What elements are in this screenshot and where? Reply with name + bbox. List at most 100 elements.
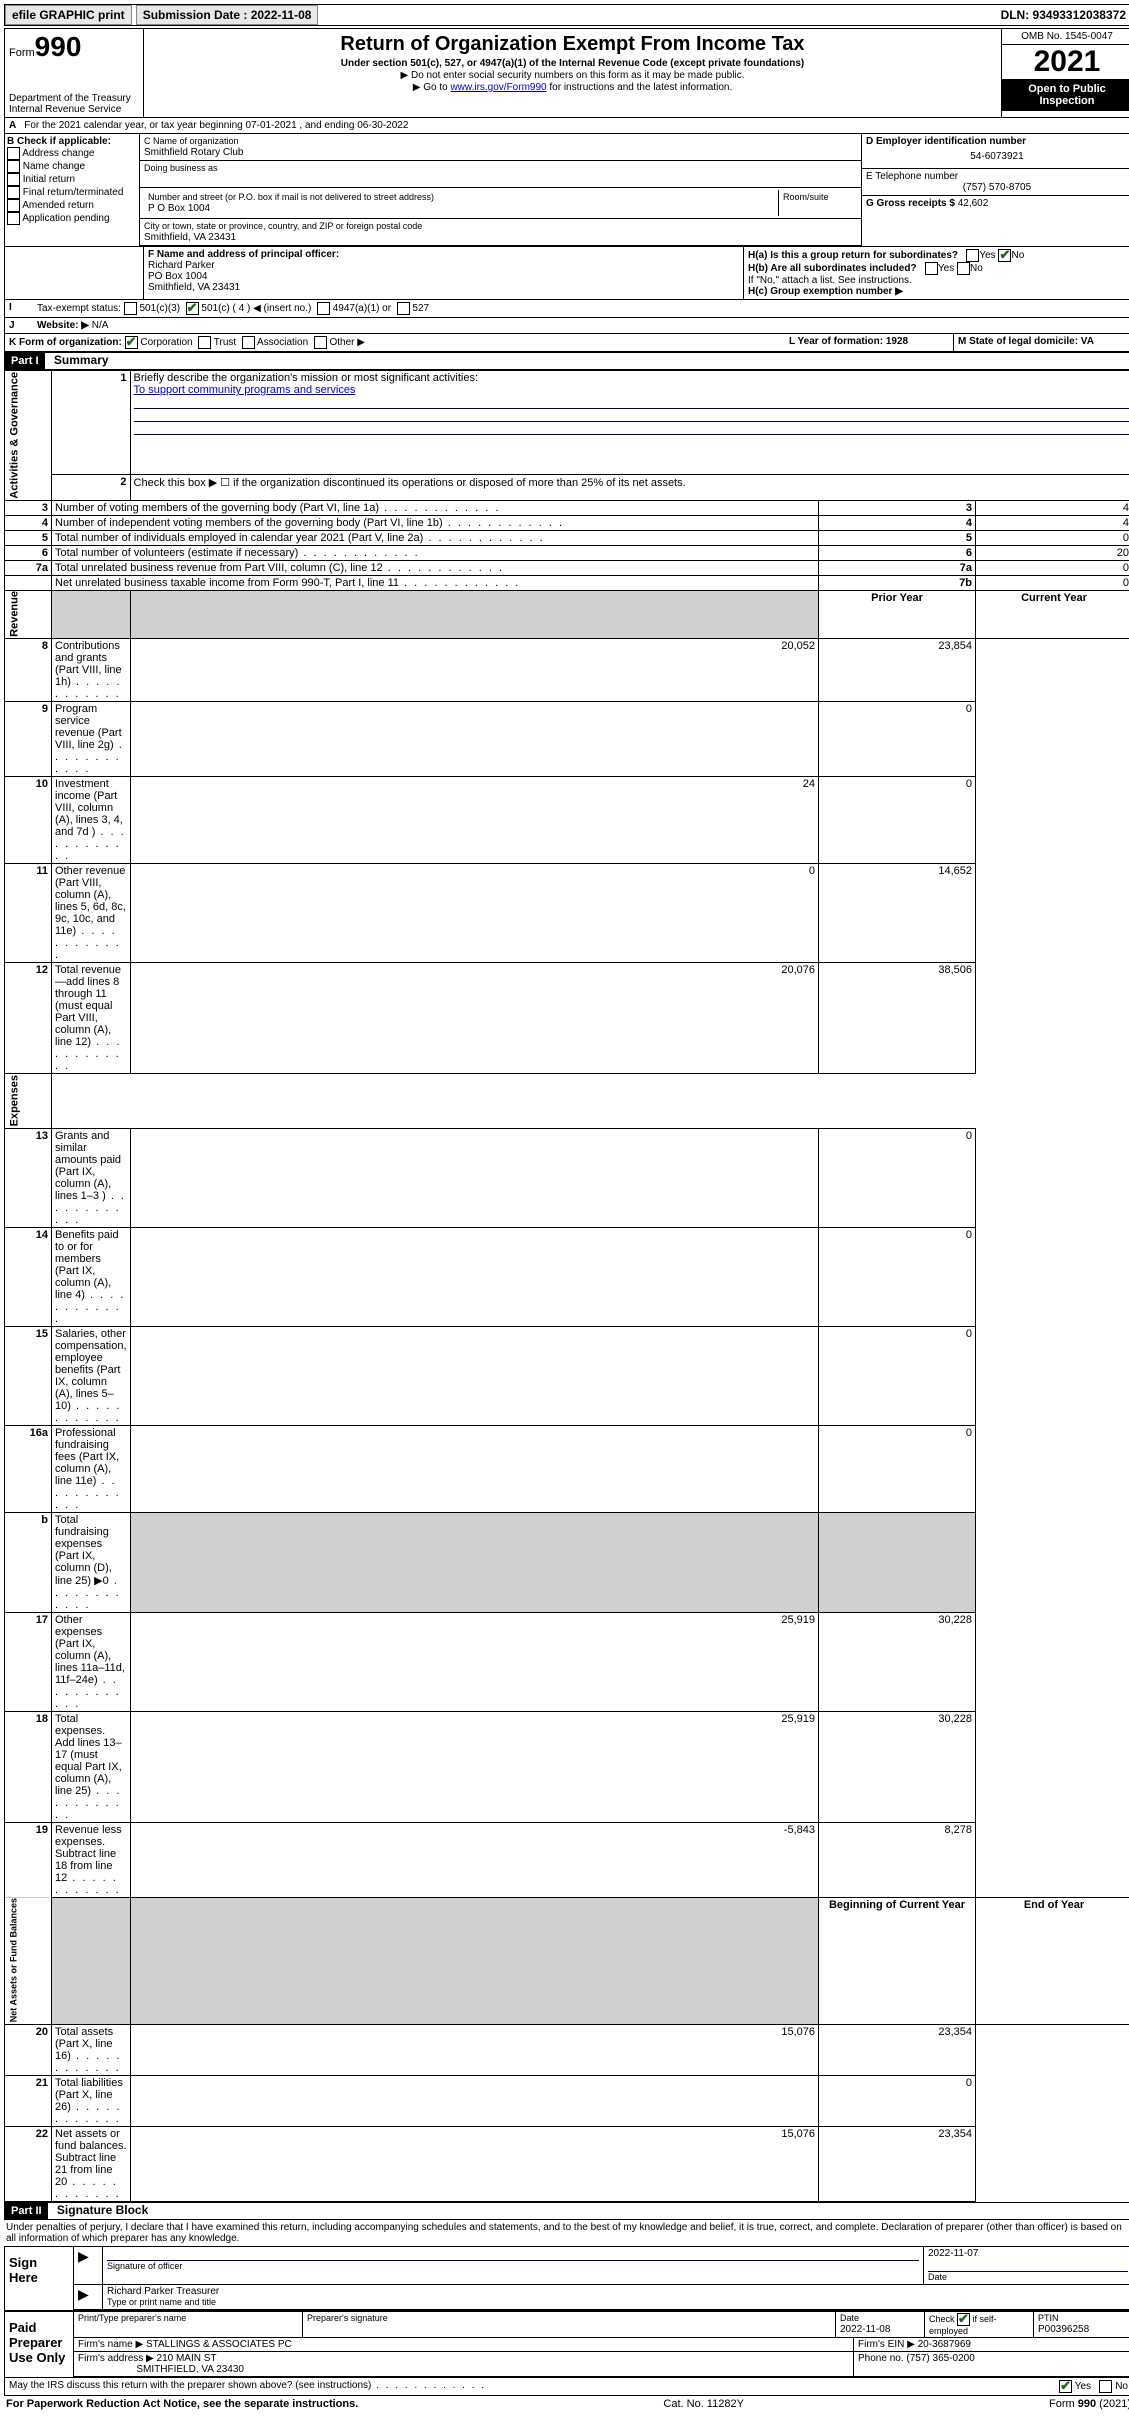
q2: Check this box ▶ ☐ if the organization d… [130,475,1129,500]
f-lbl: F Name and address of principal officer: [148,249,339,260]
ph1: Print/Type preparer's name [78,2313,186,2323]
ph5: PTIN [1038,2313,1059,2323]
irs: Internal Revenue Service [9,104,139,115]
mission-link[interactable]: To support community programs and servic… [134,384,356,396]
foot-c: Cat. No. 11282Y [663,2398,744,2410]
date-lbl: Date [928,2272,947,2282]
f1: Richard Parker [148,260,215,271]
open-public: Open to Public Inspection [1002,79,1129,111]
part2-hdr: Part II Signature Block [4,2202,1129,2220]
k1[interactable] [125,336,138,349]
k4[interactable] [314,336,327,349]
no-lbl2: No [970,263,983,274]
k4l: Other ▶ [329,337,364,348]
m-lbl: M State of legal domicile: VA [958,336,1094,347]
c-name-lbl: C Name of organization [144,136,239,146]
b-opt[interactable]: Name change [7,160,137,173]
b-opt[interactable]: Final return/terminated [7,186,137,199]
firm-lbl: Firm's name ▶ [78,2339,143,2350]
k3[interactable] [242,336,255,349]
pdt: 2022-11-08 [840,2324,890,2335]
ph3: Date [840,2313,859,2323]
form-header: Form990 Department of the Treasury Inter… [4,28,1129,118]
g-lbl: G Gross receipts $ [866,198,955,209]
top-bar: efile GRAPHIC print Submission Date : 20… [4,4,1129,26]
k1l: Corporation [140,337,192,348]
footer: For Paperwork Reduction Act Notice, see … [4,2396,1129,2412]
faddr-lbl: Firm's address ▶ [78,2353,154,2364]
hb-note: If "No," attach a list. See instructions… [748,275,1128,286]
d-lbl: D Employer identification number [866,136,1026,147]
k2[interactable] [198,336,211,349]
entity-block: B Check if applicable: Address change Na… [4,134,1129,247]
ha: H(a) Is this a group return for subordin… [748,250,958,261]
k-lbl: K Form of organization: [9,337,122,348]
f3: Smithfield, VA 23431 [148,282,240,293]
omb: OMB No. 1545-0047 [1002,29,1129,45]
b-opt[interactable]: Initial return [7,173,137,186]
subdate-btn[interactable]: Submission Date : 2022-11-08 [136,5,319,25]
type-lbl: Type or print name and title [107,2297,216,2307]
yes-lbl2: Yes [938,263,954,274]
f2: PO Box 1004 [148,271,207,282]
year: 2021 [1002,45,1129,79]
ph4: Check [929,2314,957,2324]
i1l: 501(c)(3) [139,303,180,314]
line-a: AFor the 2021 calendar year, or tax year… [4,118,1129,134]
b-opt[interactable]: Amended return [7,199,137,212]
sub3a: ▶ Go to [413,82,451,93]
ptin: P00396258 [1038,2324,1089,2335]
dln: DLN: 93493312038372 [995,6,1129,24]
g-val: 42,602 [958,198,989,209]
ein-lbl: Firm's EIN ▶ [858,2339,915,2350]
e-lbl: E Telephone number [866,171,958,182]
k2l: Trust [214,337,236,348]
paid-lbl: Paid Preparer Use Only [5,2312,73,2377]
sig-name: Richard Parker Treasurer [107,2286,219,2297]
sig-date: 2022-11-07 [928,2248,978,2259]
b-opt[interactable]: Application pending [7,212,137,225]
self-emp-ck[interactable] [957,2313,970,2326]
phone: (757) 570-8705 [866,182,1128,193]
ha-no[interactable] [998,249,1011,262]
ha-yes[interactable] [966,249,979,262]
j-lbl: Website: ▶ [37,320,89,331]
i3[interactable] [317,302,330,315]
discuss-row: May the IRS discuss this return with the… [4,2378,1129,2396]
part2-title: Signature Block [51,2201,154,2219]
faddr1: 210 MAIN ST [157,2353,217,2364]
b-lbl: B Check if applicable: [7,136,111,147]
i4[interactable] [397,302,410,315]
arrow-icon: ▶ [74,2247,103,2284]
line-klm: K Form of organization: Corporation Trus… [4,334,1129,352]
form-word: Form [9,47,35,59]
hb-yes[interactable] [925,262,938,275]
city-lbl: City or town, state or province, country… [144,221,422,231]
form-990: 990 [35,31,82,62]
part1-hdr: Part I Summary [4,352,1129,370]
k3l: Association [257,337,308,348]
i2[interactable] [186,302,199,315]
arrow-icon2: ▶ [74,2285,103,2309]
dy: Yes [1075,2381,1091,2392]
sign-block: Sign Here ▶ Signature of officer 2022-11… [4,2246,1129,2311]
hb-no[interactable] [957,262,970,275]
efile-btn[interactable]: efile GRAPHIC print [5,5,132,25]
addr-lbl: Number and street (or P.O. box if mail i… [148,192,434,202]
discuss-yes[interactable] [1059,2380,1072,2393]
firm-ein: 20-3687969 [918,2339,971,2350]
b-opt[interactable]: Address change [7,147,137,160]
discuss-no[interactable] [1099,2380,1112,2393]
ph2: Preparer's signature [307,2313,388,2323]
form990-link[interactable]: www.irs.gov/Form990 [450,82,546,93]
side-revenue: Revenue [5,590,52,639]
curr-hdr: Current Year [976,590,1129,639]
foot-l: For Paperwork Reduction Act Notice, see … [6,2398,358,2410]
line-i: I Tax-exempt status: 501(c)(3) 501(c) ( … [4,300,1129,318]
f-h-row: F Name and address of principal officer:… [4,247,1129,300]
part1-bar: Part I [5,353,45,369]
i3l: 4947(a)(1) or [333,303,391,314]
dn: No [1115,2381,1128,2392]
sub3b: for instructions and the latest informat… [547,82,733,93]
i1[interactable] [124,302,137,315]
